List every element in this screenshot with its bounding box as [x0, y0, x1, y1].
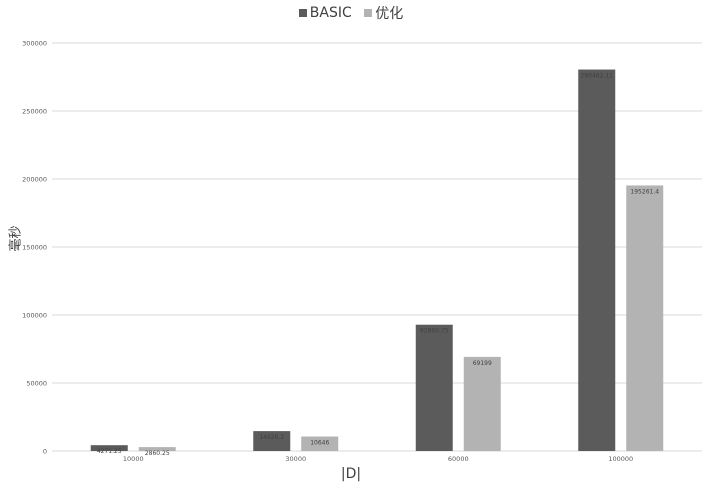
x-axis-label: |D|	[340, 466, 362, 482]
x-tick-label: 30000	[285, 455, 306, 463]
data-label: 14626.2	[259, 434, 284, 441]
legend-item-basic: BASIC	[298, 5, 352, 21]
bar-basic	[90, 445, 128, 451]
legend-label-optimized: 优化	[375, 6, 404, 22]
legend-label-basic: BASIC	[309, 5, 352, 21]
bar-optimized	[463, 356, 501, 451]
y-tick-label: 250000	[22, 108, 47, 116]
bar-optimized	[301, 436, 339, 451]
legend-swatch-basic	[298, 9, 307, 17]
legend-item-optimized: 优化	[364, 3, 403, 23]
bar-basic	[253, 431, 291, 451]
bar-optimized	[626, 185, 664, 451]
y-tick-label: 150000	[22, 244, 47, 252]
y-tick-label: 200000	[22, 176, 47, 184]
data-label: 69199	[473, 360, 492, 367]
data-label: 92860.75	[420, 328, 449, 335]
y-tick-label: 0	[43, 448, 47, 456]
bar-basic	[415, 324, 453, 451]
y-tick-label: 300000	[22, 40, 47, 48]
y-tick-label: 50000	[26, 380, 47, 388]
legend-swatch-optimized	[364, 9, 373, 17]
chart-legend: BASIC 优化	[0, 3, 702, 23]
x-tick-label: 60000	[448, 455, 469, 463]
x-tick-label: 10000	[123, 455, 144, 463]
data-label: 4271.25	[97, 448, 122, 455]
y-tick-label: 100000	[22, 312, 47, 320]
data-label: 280482.11	[581, 73, 614, 80]
x-tick-label: 100000	[608, 455, 633, 463]
data-label: 2860.25	[145, 450, 170, 457]
bar-basic	[578, 69, 616, 451]
data-label: 195261.4	[630, 188, 659, 195]
bar-optimized	[138, 447, 176, 451]
data-label: 10646	[310, 440, 329, 447]
